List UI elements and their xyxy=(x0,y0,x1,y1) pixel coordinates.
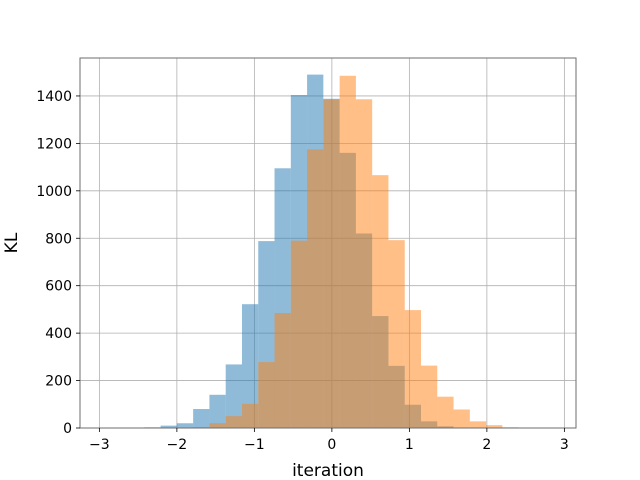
histogram-bar xyxy=(453,409,470,428)
histogram-bar xyxy=(274,312,291,428)
x-tick-label: −1 xyxy=(244,437,265,453)
histogram-bar xyxy=(225,364,242,428)
y-tick-label: 600 xyxy=(45,279,72,295)
y-tick-label: 800 xyxy=(45,231,72,247)
histogram-bar xyxy=(307,149,324,429)
histogram-bar xyxy=(469,421,487,428)
y-axis-label: KL xyxy=(2,232,22,253)
x-tick-label: 0 xyxy=(327,437,336,453)
y-axis-ticks: 0 200 400 600 800 1000 1200 1400 xyxy=(36,89,80,437)
histogram-bar xyxy=(486,425,503,428)
x-tick-label: −2 xyxy=(167,437,188,453)
x-axis-ticks: −3 −2 −1 0 1 2 3 xyxy=(89,428,569,453)
y-tick-label: 1200 xyxy=(36,136,72,152)
histogram-bar xyxy=(209,423,226,428)
histogram-bar xyxy=(160,425,177,428)
histogram-bar xyxy=(241,403,259,428)
x-tick-label: 1 xyxy=(405,437,414,453)
y-tick-label: 400 xyxy=(45,326,72,342)
histogram-bars xyxy=(144,74,519,429)
y-tick-label: 1000 xyxy=(36,184,72,200)
histogram-bar xyxy=(355,99,373,429)
histogram-bar xyxy=(290,240,308,428)
histogram-bar xyxy=(209,394,226,428)
histogram-bar xyxy=(225,416,242,428)
plot-frame xyxy=(79,57,577,429)
histogram-bar xyxy=(372,175,389,428)
series-2-bars xyxy=(193,75,519,429)
histogram-bar xyxy=(241,304,259,428)
x-tick-label: −3 xyxy=(89,437,110,453)
histogram-bar xyxy=(437,396,454,428)
y-tick-label: 0 xyxy=(63,421,72,437)
histogram-bar xyxy=(176,423,194,428)
histogram-bar xyxy=(421,365,438,428)
histogram-bar xyxy=(258,362,275,428)
histogram-bar xyxy=(404,310,421,428)
x-tick-label: 3 xyxy=(560,437,569,453)
histogram-bar xyxy=(339,75,356,429)
histogram-bar xyxy=(323,99,340,428)
x-tick-label: 2 xyxy=(482,437,491,453)
histogram-bar xyxy=(388,240,405,428)
histogram-bar xyxy=(193,409,210,428)
y-tick-label: 1400 xyxy=(36,89,72,105)
x-axis-label: iteration xyxy=(292,461,364,480)
y-tick-label: 200 xyxy=(45,374,72,390)
